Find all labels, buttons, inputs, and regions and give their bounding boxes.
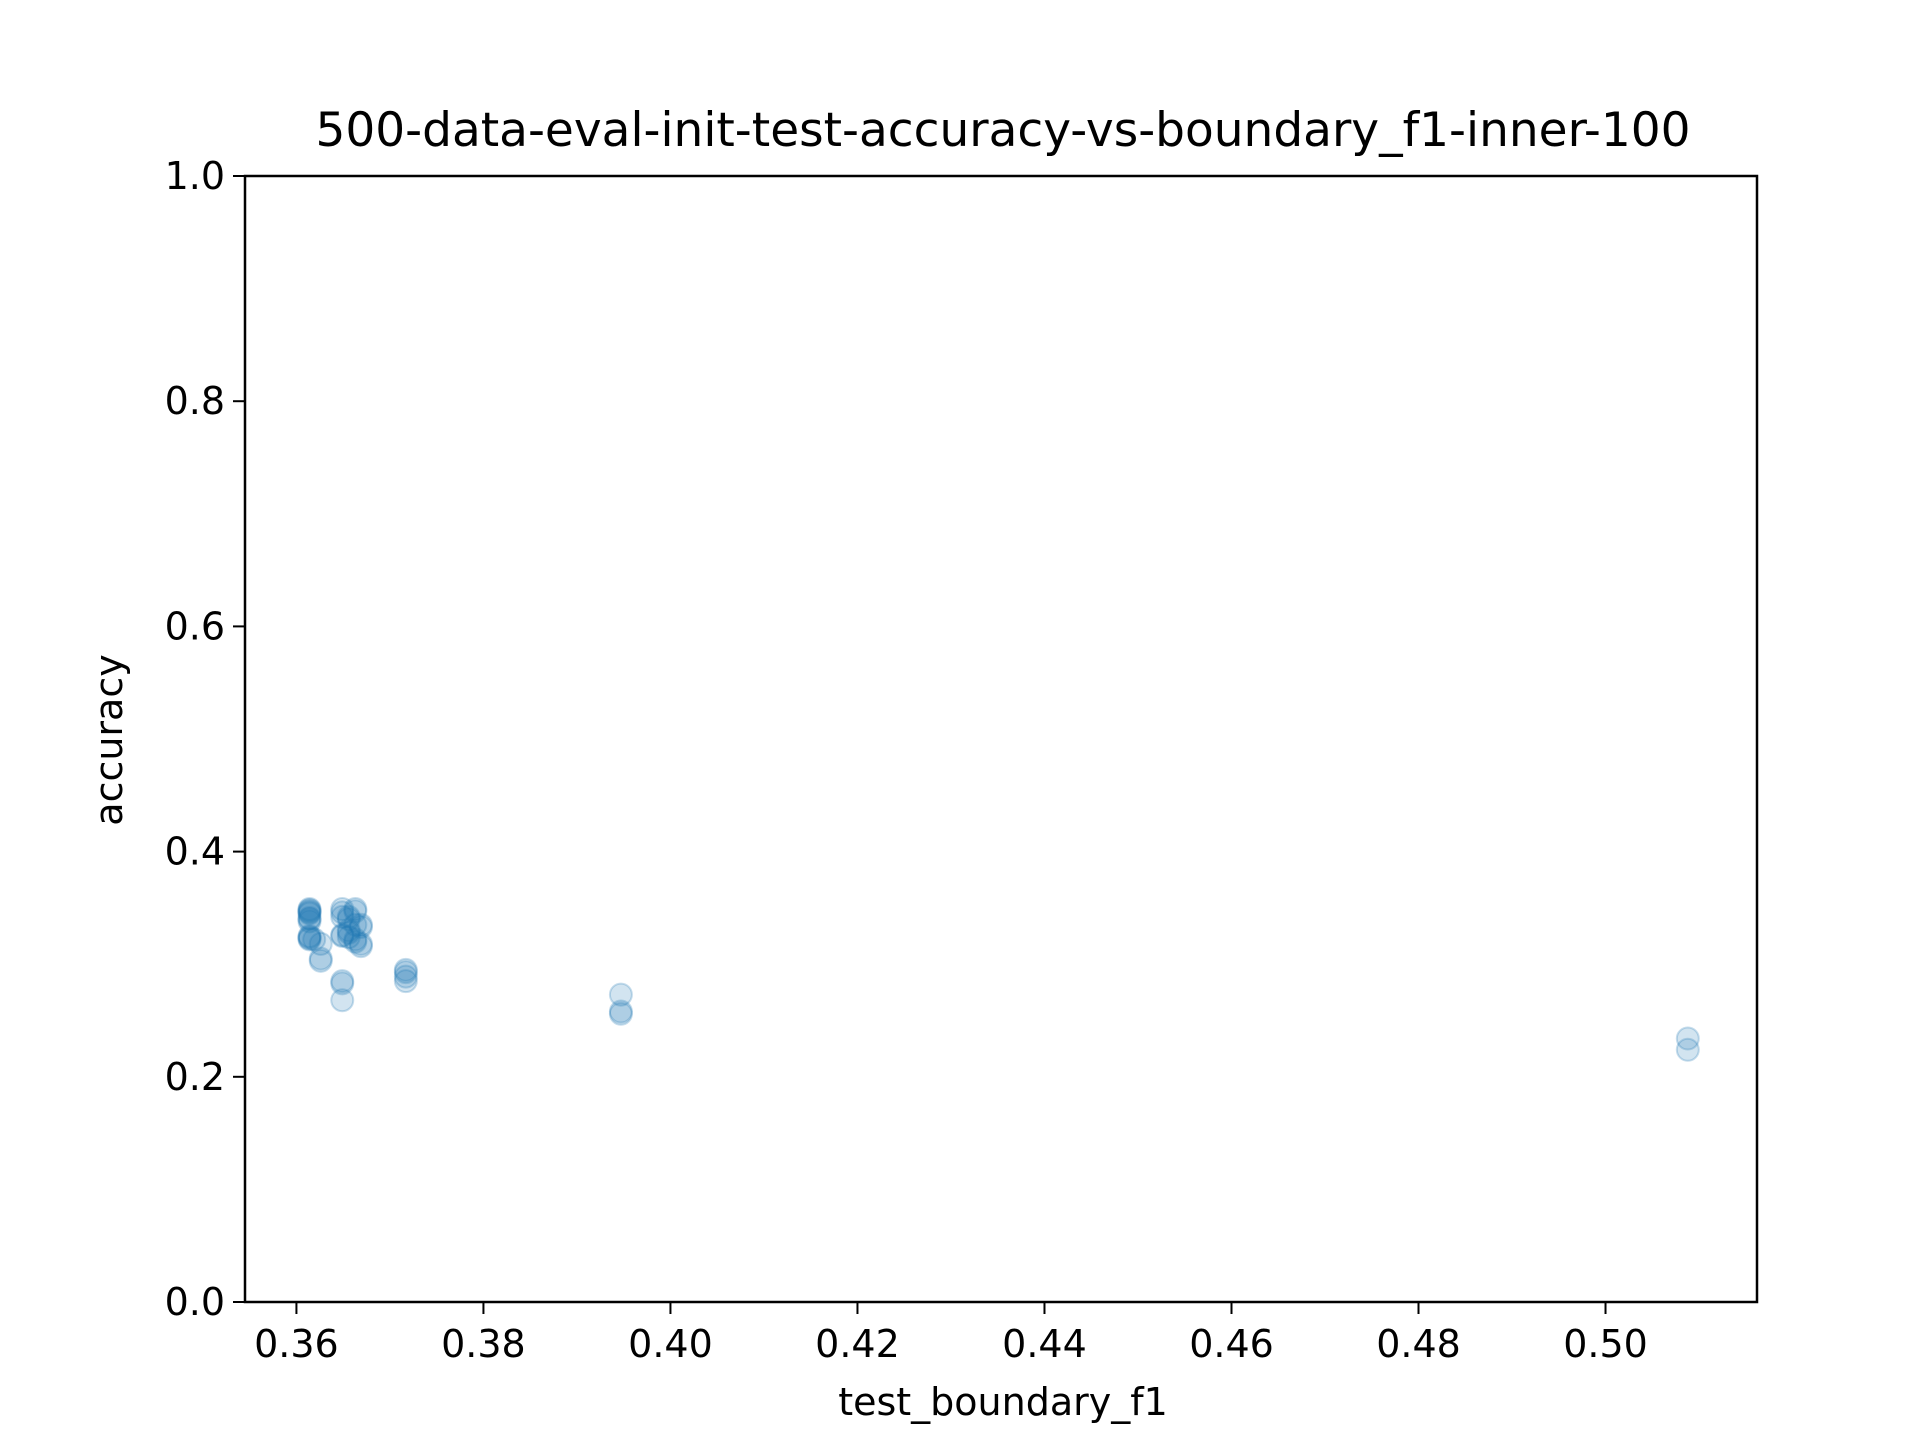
scatter-point [608,999,633,1024]
scatter-point [336,920,361,945]
scatter-point [297,909,322,934]
scatter-point [297,897,322,922]
x-tick-label: 0.36 [254,1322,339,1366]
scatter-point [297,901,322,926]
scatter-point [297,925,322,950]
y-axis-label: accuracy [87,654,131,825]
x-tick-label: 0.42 [815,1322,900,1366]
scatter-point [330,971,355,996]
scatter-point [336,918,361,943]
scatter-point [330,988,355,1013]
scatter-point [348,915,373,940]
scatter-point [393,969,418,994]
scatter-point [330,904,355,929]
x-axis-label: test_boundary_f1 [838,1380,1168,1424]
scatter-point [348,934,373,959]
scatter-point [297,906,322,931]
scatter-point [336,925,361,950]
chart-title: 500-data-eval-init-test-accuracy-vs-boun… [315,103,1690,158]
scatter-point [330,922,355,947]
x-tick-label: 0.38 [441,1322,526,1366]
x-tick-label: 0.50 [1563,1322,1648,1366]
scatter-point [608,982,633,1007]
scatter-point [297,926,322,951]
x-tick-label: 0.40 [628,1322,713,1366]
scatter-point [343,897,368,922]
y-tick-label: 1.0 [165,154,225,198]
scatter-point [343,912,368,937]
scatter-point [1675,1037,1700,1062]
scatter-point [343,899,368,924]
scatter-point [297,898,322,923]
x-tick-label: 0.48 [1376,1322,1461,1366]
scatter-point [348,931,373,956]
y-tick-label: 0.0 [165,1280,225,1324]
scatter-point [343,929,368,954]
scatter-point [393,964,418,989]
scatter-point [308,948,333,973]
scatter-points [297,897,1700,1062]
scatter-point [330,900,355,925]
y-tick-label: 0.8 [165,379,225,423]
scatter-point [1675,1026,1700,1051]
y-axis-ticks: 0.0 0.2 0.4 0.6 0.8 1.0 [165,154,245,1324]
scatter-point [297,924,322,949]
scatter-point [336,904,361,929]
scatter-point [297,927,322,952]
scatter-point [608,1001,633,1026]
scatter-point [348,912,373,937]
scatter-point [330,969,355,994]
scatter-point [308,946,333,971]
scatter-point [393,957,418,982]
x-axis-ticks: 0.36 0.38 0.40 0.42 0.44 0.46 0.48 0.50 [254,1302,1648,1366]
y-tick-label: 0.6 [165,604,225,648]
plot-area-frame [243,174,1759,1304]
scatter-point [330,924,355,949]
scatter-point [343,927,368,952]
y-tick-label: 0.4 [165,830,225,874]
scatter-point [308,931,333,956]
scatter-point [297,907,322,932]
scatter-point [297,900,322,925]
scatter-point [330,897,355,922]
scatter-point [297,899,322,924]
x-tick-label: 0.46 [1189,1322,1274,1366]
x-tick-label: 0.44 [1002,1322,1087,1366]
scatter-point [302,927,327,952]
scatter-point [393,960,418,985]
y-tick-label: 0.2 [165,1055,225,1099]
scatter-point [336,907,361,932]
